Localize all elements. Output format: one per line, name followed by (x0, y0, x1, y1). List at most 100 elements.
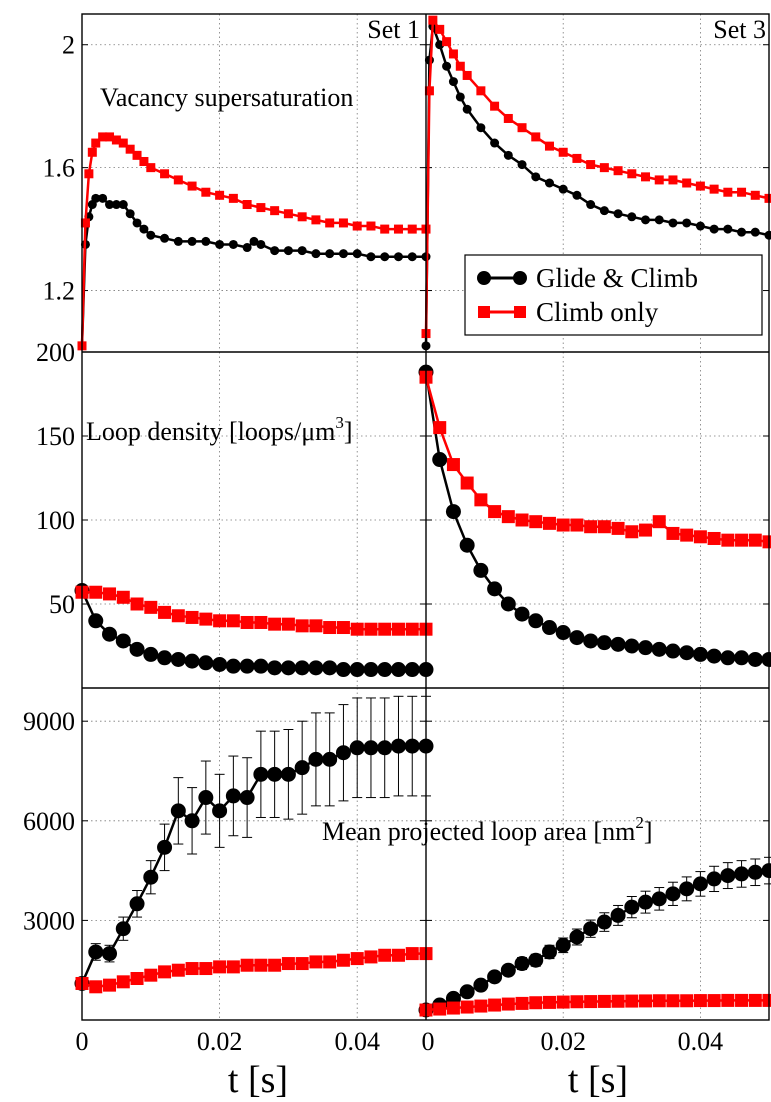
data-point (87, 147, 97, 157)
data-point (102, 626, 118, 642)
data-point (158, 965, 172, 979)
data-point (680, 528, 694, 542)
data-point (542, 995, 556, 1009)
data-point (352, 249, 362, 259)
data-point (185, 962, 199, 976)
data-point (228, 239, 238, 249)
data-point (572, 190, 582, 200)
x-tick-label: 0 (76, 1027, 89, 1056)
data-point (144, 600, 158, 614)
data-point (586, 160, 596, 170)
data-point (627, 212, 637, 222)
data-point (707, 994, 721, 1008)
data-point (129, 896, 145, 912)
data-point (146, 230, 156, 240)
y-tick-label: 200 (36, 338, 75, 367)
plot-layer: 1.2 1.6 2 50 100 150 200 0 0.02 0.04 0 0.02 0.04 3000… (23, 13, 771, 1056)
data-point (295, 619, 309, 633)
data-point (455, 61, 465, 71)
data-point (639, 994, 653, 1008)
data-point (173, 175, 183, 185)
data-point (542, 516, 556, 530)
legend-label-glide-climb: Glide & Climb (536, 263, 698, 293)
data-point (213, 614, 227, 628)
legend-label-climb-only: Climb only (536, 297, 659, 327)
data-point (599, 163, 609, 173)
data-point (584, 995, 598, 1009)
data-point (583, 921, 599, 937)
data-point (239, 790, 255, 806)
data-point (391, 948, 405, 962)
data-point (115, 921, 131, 937)
panel-vacancy-col-1 (77, 14, 431, 352)
data-point (529, 515, 543, 529)
data-point (487, 969, 503, 985)
data-point (599, 206, 609, 216)
data-point (80, 218, 90, 228)
data-point (143, 869, 159, 885)
data-point (322, 660, 338, 676)
y-tick-label: 150 (36, 422, 75, 451)
data-point (294, 660, 310, 676)
data-point (215, 190, 225, 200)
data-point (488, 998, 502, 1012)
data-point (641, 172, 651, 182)
data-point (144, 968, 158, 982)
data-point (98, 193, 108, 203)
data-point (446, 458, 460, 472)
series-line (80, 744, 426, 985)
data-point (723, 224, 733, 234)
data-point (709, 184, 719, 194)
series-climb-only (75, 947, 433, 994)
data-point (610, 636, 626, 652)
legend: Glide & Climb Climb only (464, 254, 763, 336)
data-point (88, 613, 104, 629)
data-point (111, 200, 121, 210)
data-point (226, 960, 240, 974)
data-point (556, 518, 570, 532)
y-tick-label: 2 (62, 31, 75, 60)
data-point (501, 997, 515, 1011)
data-point (105, 132, 115, 142)
data-point (335, 745, 351, 761)
data-point (641, 215, 651, 225)
data-point (129, 641, 145, 657)
data-point (556, 995, 570, 1009)
data-point (762, 993, 771, 1007)
panel-vacancy-col-2 (421, 14, 771, 352)
data-point (613, 166, 623, 176)
data-point (377, 662, 393, 678)
data-point (170, 803, 186, 819)
data-point (734, 650, 750, 666)
series-glide-climb (77, 193, 431, 351)
data-point (103, 978, 117, 992)
data-point (132, 150, 142, 160)
data-point (517, 160, 527, 170)
data-point (405, 622, 419, 636)
data-point (201, 236, 211, 246)
data-point (515, 513, 529, 527)
data-point (407, 224, 417, 234)
data-point (393, 224, 403, 234)
data-point (720, 650, 736, 666)
data-point (737, 187, 747, 197)
data-point (132, 218, 142, 228)
data-point (111, 135, 121, 145)
data-point (116, 975, 130, 989)
data-point (309, 955, 323, 969)
data-point (283, 209, 293, 219)
data-point (503, 113, 513, 123)
data-point (139, 224, 149, 234)
data-point (706, 648, 722, 664)
data-point (707, 531, 721, 545)
data-point (170, 651, 186, 667)
data-point (679, 881, 695, 897)
data-point (378, 622, 392, 636)
data-point (185, 610, 199, 624)
data-point (213, 960, 227, 974)
data-point (555, 625, 571, 641)
data-point (187, 181, 197, 191)
data-point (225, 788, 241, 804)
data-point (268, 617, 282, 631)
